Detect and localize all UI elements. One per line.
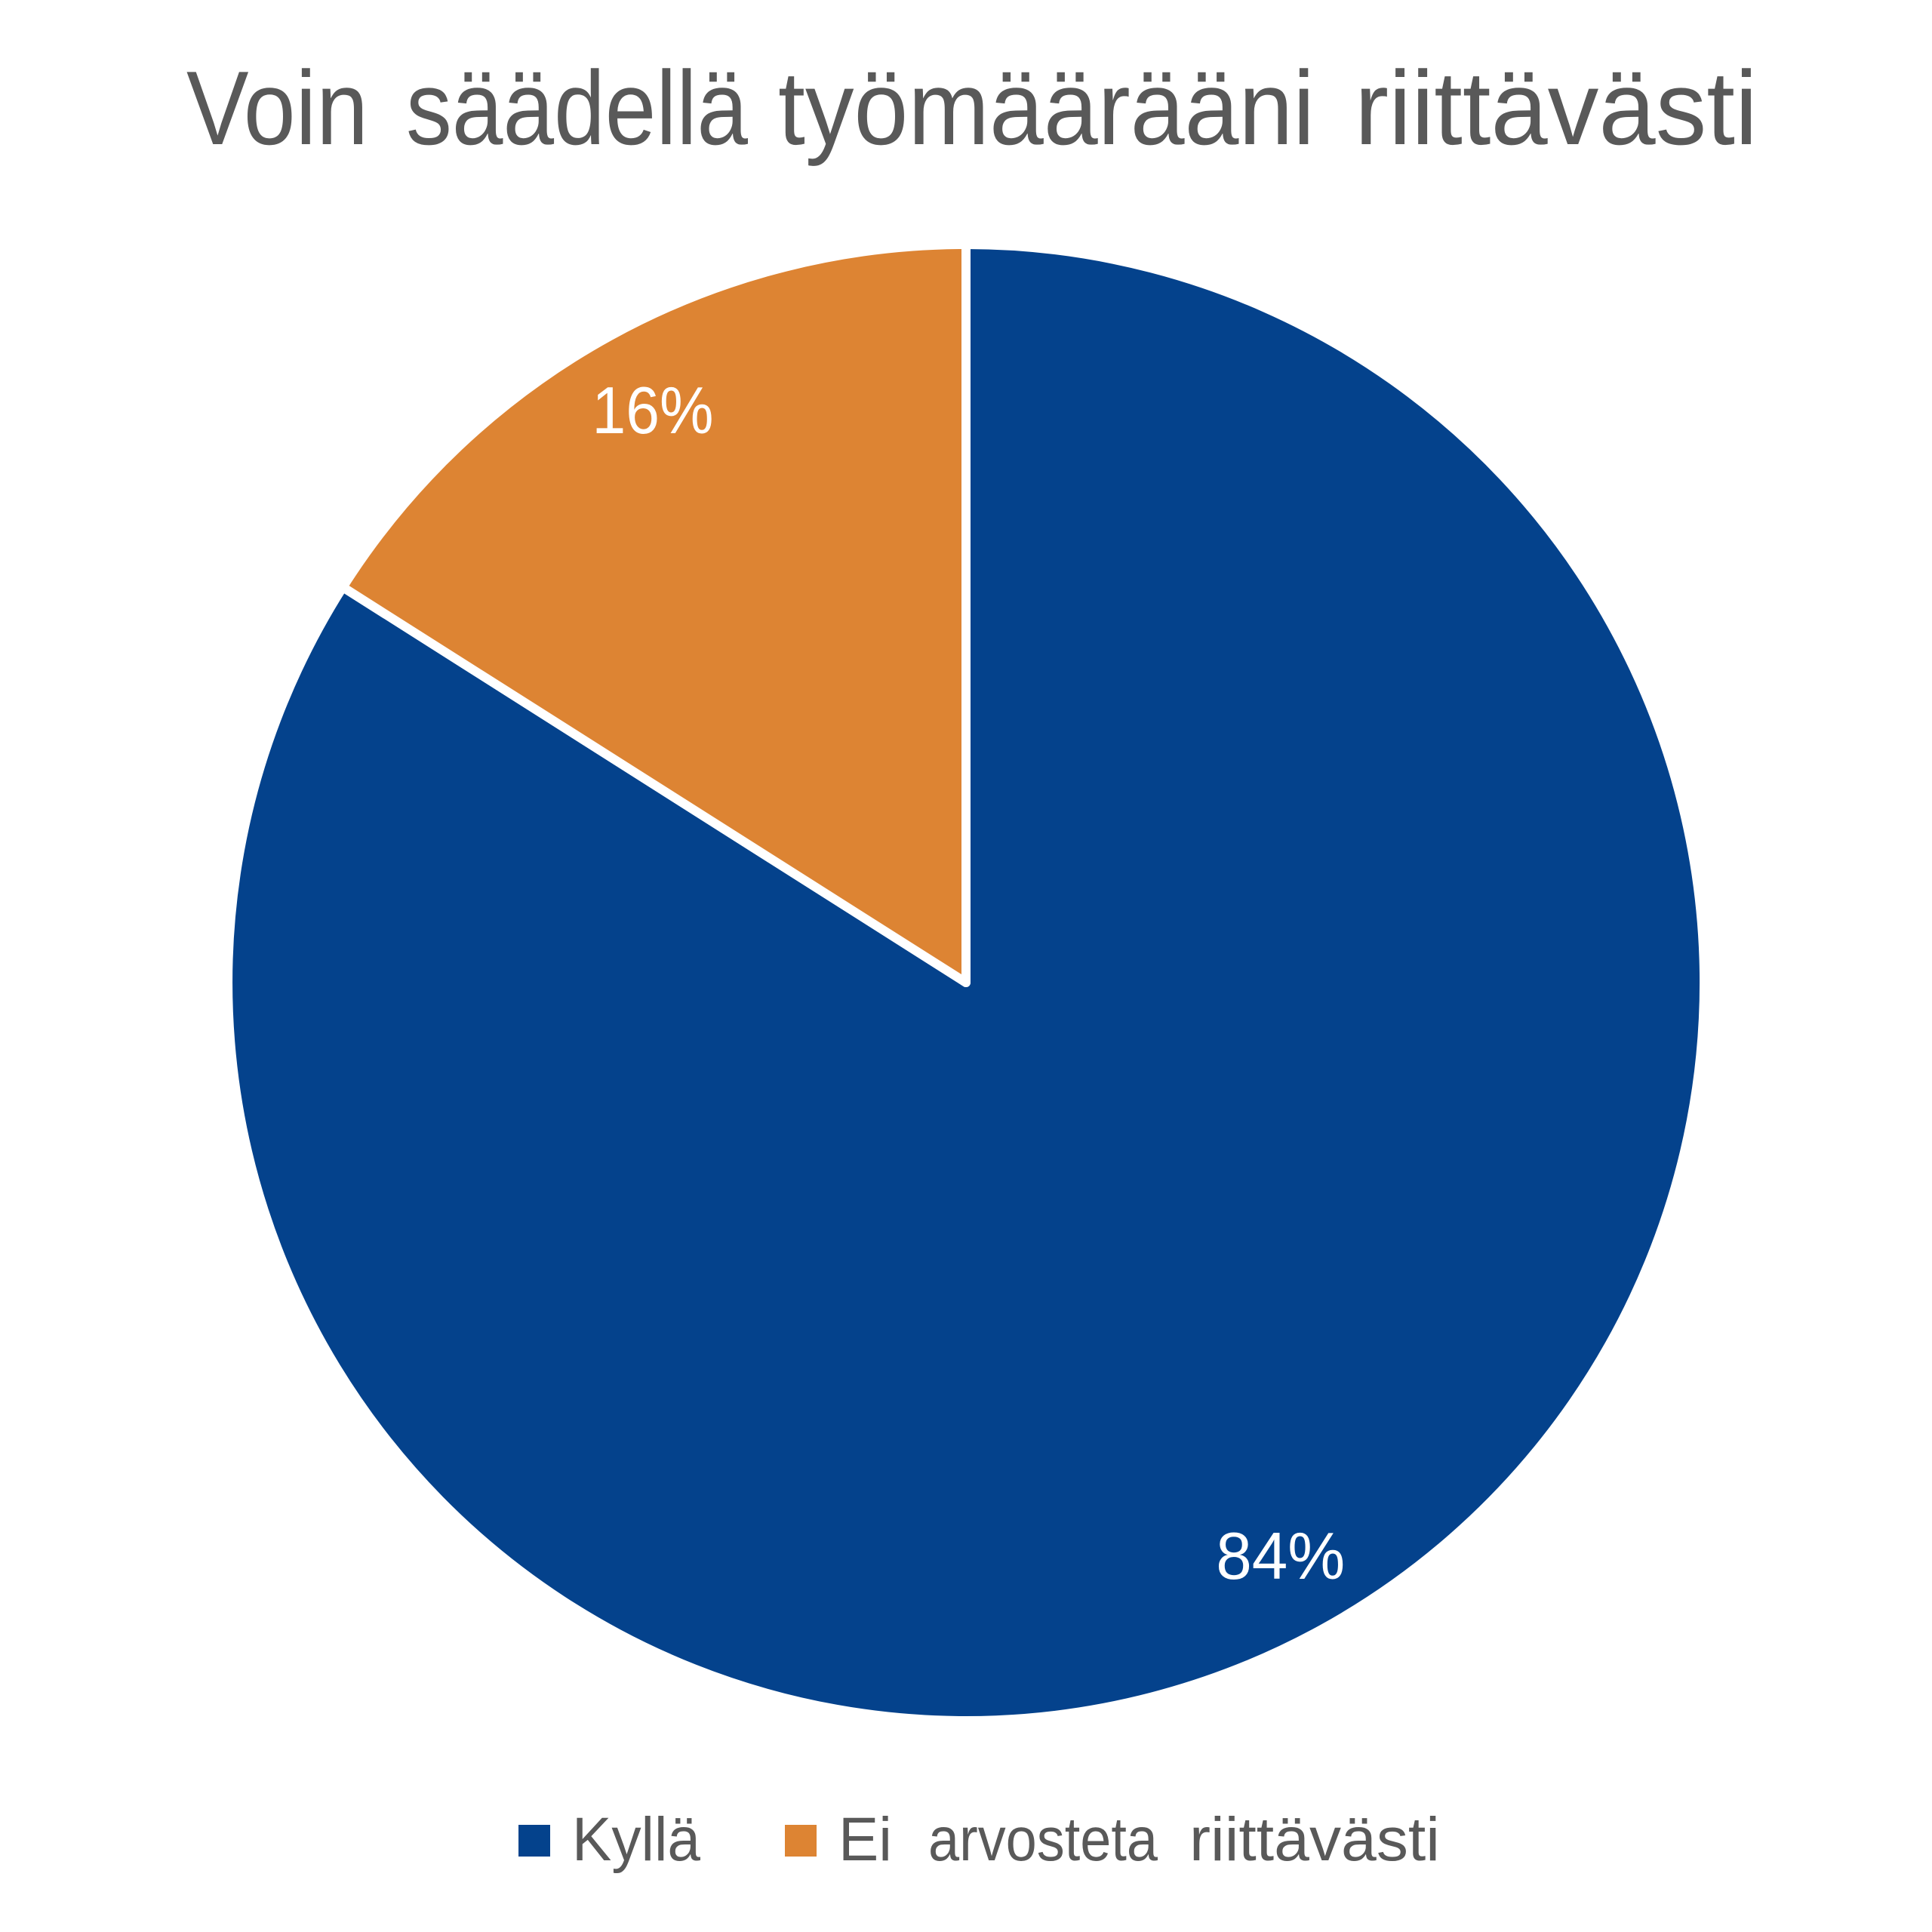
svg-text:työmäärääni: työmäärääni (778, 50, 1315, 167)
svg-text:riittävästi: riittävästi (1189, 1805, 1440, 1874)
svg-text:arvosteta: arvosteta (928, 1805, 1158, 1874)
svg-text:Ei: Ei (838, 1805, 892, 1874)
svg-text:Kyllä: Kyllä (572, 1805, 700, 1874)
svg-text:84%: 84% (1216, 1518, 1345, 1593)
svg-text:riittävästi: riittävästi (1355, 50, 1758, 167)
svg-text:Voin: Voin (186, 50, 368, 167)
svg-text:säädellä: säädellä (406, 50, 749, 167)
svg-text:16%: 16% (592, 373, 714, 448)
